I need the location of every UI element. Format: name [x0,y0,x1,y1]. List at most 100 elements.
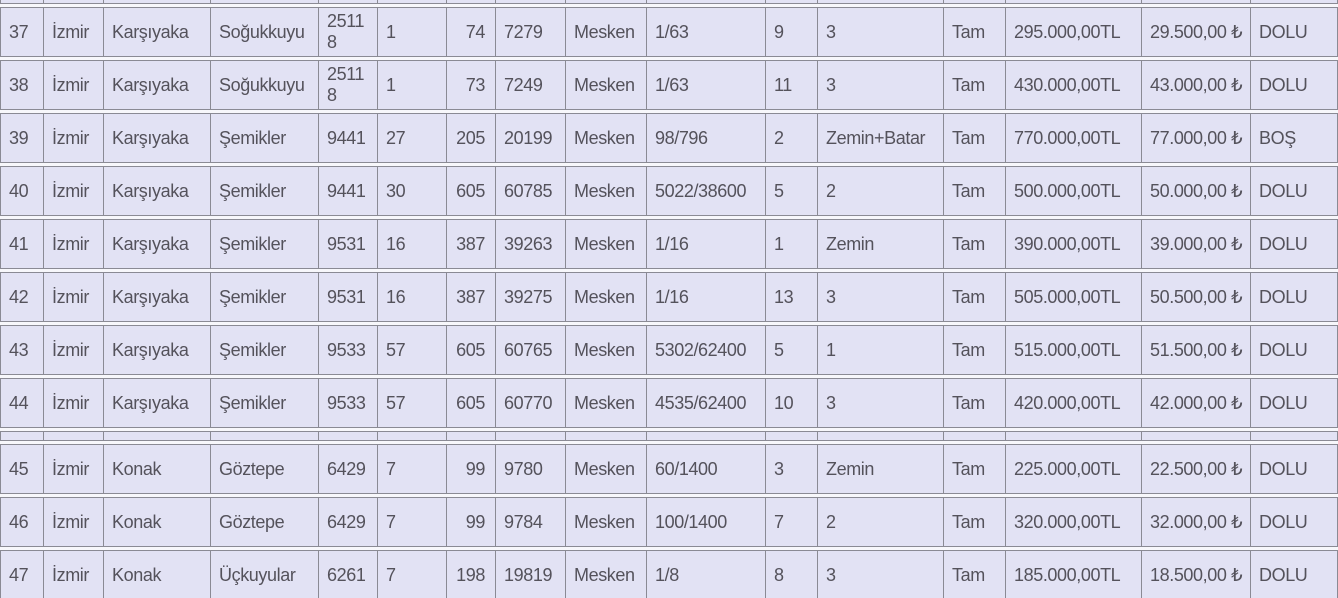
table-cell: 6429 [318,497,377,547]
table-cell: 46 [0,497,43,547]
table-cell: 1/63 [646,60,765,110]
table-cell: İzmir [43,219,103,269]
table-cell: 22.500,00 ₺ [1141,444,1250,494]
table-cell: Tam [943,166,1005,216]
table-cell: 18.500,00 ₺ [1141,550,1250,598]
table-cell: 20199 [495,113,565,163]
table-cell: 32.000,00 ₺ [1141,497,1250,547]
table-cell: 74 [446,7,495,57]
table-cell: 1/63 [646,7,765,57]
table-cell: Karşıyaka [103,325,210,375]
table-cell: Şemikler [210,378,318,428]
table-cell: 9441 [318,166,377,216]
table-cell: Tam [943,378,1005,428]
table-row: 46 İzmir Konak Göztepe 6429 7 99 9784 Mesken 100/… [0,497,1338,547]
table-cell: 43 [0,325,43,375]
table-cell: 37 [0,7,43,57]
table-cell: 1/16 [646,219,765,269]
table-cell: 9531 [318,219,377,269]
table-cell: Şemikler [210,166,318,216]
empty-cell [646,0,765,4]
empty-cell [0,431,43,441]
table-cell: 45 [0,444,43,494]
table-row: 39 İzmir Karşıyaka Şemikler 9441 27 205 20199 Me… [0,113,1338,163]
table-cell: Karşıyaka [103,60,210,110]
empty-cell [1250,431,1338,441]
table-cell: BOŞ [1250,113,1338,163]
table-cell: 1 [377,60,446,110]
table-cell: 3 [817,550,943,598]
table-cell: 39275 [495,272,565,322]
table-cell: Mesken [565,7,646,57]
table-cell: 2 [817,166,943,216]
empty-cell [1141,431,1250,441]
table-cell: 73 [446,60,495,110]
table-row: 40 İzmir Karşıyaka Şemikler 9441 30 605 60785 Me… [0,166,1338,216]
table-cell: 8 [765,550,817,598]
table-cell: 40 [0,166,43,216]
table-cell: 387 [446,219,495,269]
table-cell: Karşıyaka [103,7,210,57]
table-cell: DOLU [1250,166,1338,216]
table-cell: 185.000,00TL [1005,550,1141,598]
table-cell: Göztepe [210,444,318,494]
table-cell: 1 [765,219,817,269]
table-cell: 38 [0,60,43,110]
table-cell: 11 [765,60,817,110]
table-cell: 7 [377,497,446,547]
table-cell: 39263 [495,219,565,269]
table-cell: Soğukkuyu [210,60,318,110]
table-cell: Soğukkuyu [210,7,318,57]
table-cell: 60765 [495,325,565,375]
table-cell: 295.000,00TL [1005,7,1141,57]
table-cell: 198 [446,550,495,598]
table-cell: 5 [765,166,817,216]
table-cell: 10 [765,378,817,428]
table-row: 45 İzmir Konak Göztepe 6429 7 99 9780 Mesken 60/1… [0,444,1338,494]
table-cell: 57 [377,378,446,428]
table-cell: 390.000,00TL [1005,219,1141,269]
table-cell: 41 [0,219,43,269]
table-row: 47 İzmir Konak Üçkuyular 6261 7 198 19819 Mesken… [0,550,1338,598]
table-cell: Mesken [565,272,646,322]
table-cell: 500.000,00TL [1005,166,1141,216]
table-cell: Tam [943,113,1005,163]
table-cell: Mesken [565,497,646,547]
table-cell: DOLU [1250,325,1338,375]
table-cell: 6429 [318,444,377,494]
table-cell: Tam [943,497,1005,547]
table-cell: 320.000,00TL [1005,497,1141,547]
table-cell: Mesken [565,166,646,216]
table-cell: 2 [765,113,817,163]
table-cell: 9441 [318,113,377,163]
table-cell: 7 [765,497,817,547]
empty-cell [446,431,495,441]
table-cell: 30 [377,166,446,216]
table-cell: 3 [817,378,943,428]
table-cell: Konak [103,550,210,598]
table-cell: 205 [446,113,495,163]
table-cell: Karşıyaka [103,166,210,216]
table-cell: 19819 [495,550,565,598]
table-cell: 100/1400 [646,497,765,547]
table-cell: Zemin [817,444,943,494]
table-cell: DOLU [1250,497,1338,547]
empty-cell [377,431,446,441]
table-cell: 47 [0,550,43,598]
table-cell: Zemin [817,219,943,269]
table-cell: Konak [103,497,210,547]
empty-cell [565,0,646,4]
table-cell: DOLU [1250,550,1338,598]
table-cell: 4535/62400 [646,378,765,428]
table-cell: DOLU [1250,378,1338,428]
table-row: 42 İzmir Karşıyaka Şemikler 9531 16 387 39275 Me… [0,272,1338,322]
table-cell: 7249 [495,60,565,110]
table-cell: 1 [817,325,943,375]
table-cell: 42 [0,272,43,322]
table-cell: 7279 [495,7,565,57]
empty-cell [103,431,210,441]
table-cell: Karşıyaka [103,272,210,322]
table-cell: Mesken [565,550,646,598]
table-cell: Tam [943,550,1005,598]
empty-cell [817,431,943,441]
